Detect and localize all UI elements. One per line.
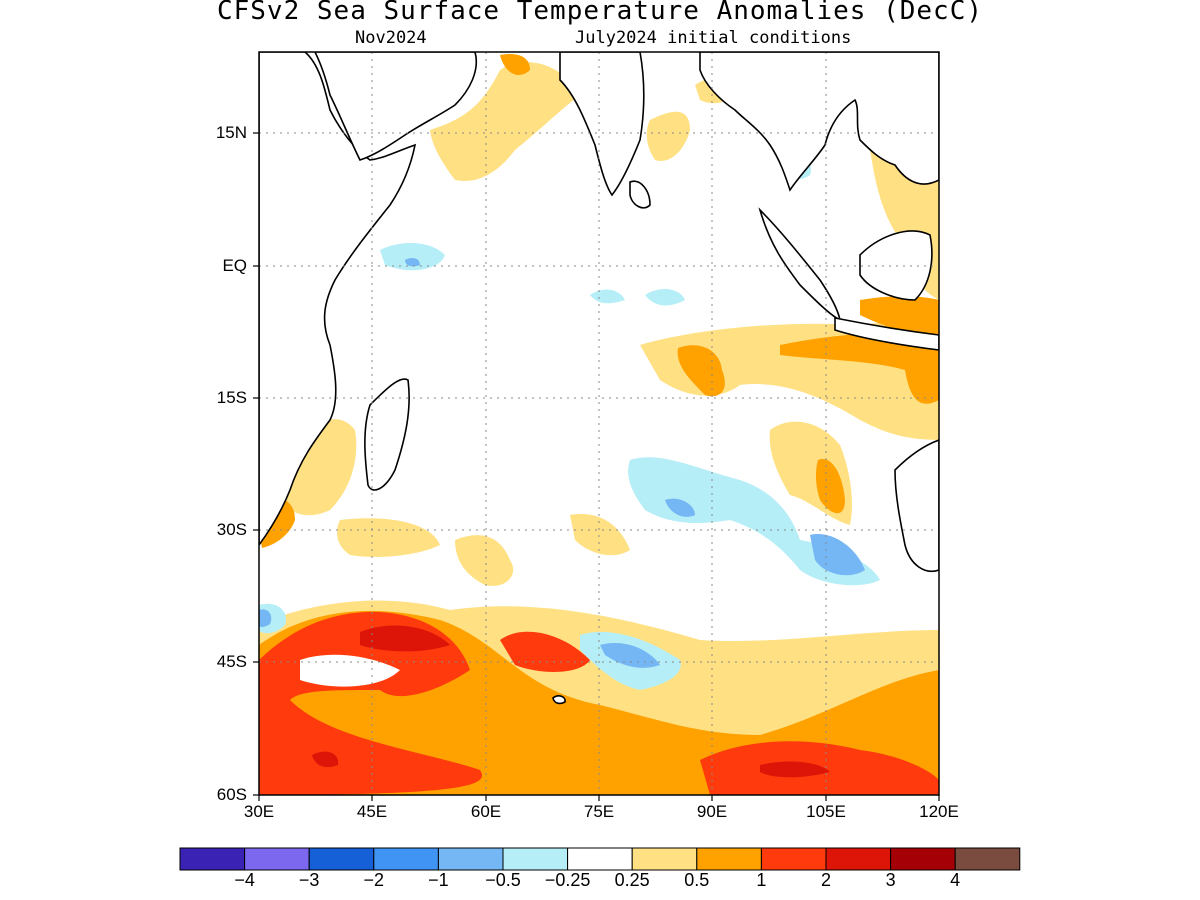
colorbar — [179, 847, 1021, 871]
landmasses — [259, 52, 939, 705]
sri-lanka — [629, 180, 651, 209]
colorbar-tick-label: 3 — [885, 870, 896, 890]
warm-anomaly-0-5 — [430, 62, 580, 181]
lon-label-90e: 90E — [696, 802, 728, 821]
warm-anomaly-0-5 — [646, 111, 690, 161]
lon-label-120e: 120E — [919, 802, 959, 821]
cold-anomaly-0-5 — [405, 257, 420, 267]
cold-anomaly-0-25 — [590, 289, 625, 304]
java — [834, 317, 939, 351]
anomaly-field — [259, 52, 939, 795]
cold-anomaly-0-5 — [259, 609, 272, 627]
colorbar-tick-label: 2 — [820, 870, 831, 890]
arabia — [314, 52, 477, 161]
colorbar-swatch — [631, 847, 698, 871]
warm-anomaly-1 — [677, 345, 725, 397]
cold-anomaly-0-5 — [665, 498, 695, 517]
neutral-pocket — [300, 654, 400, 687]
gridlines — [259, 52, 939, 795]
lat-label-15s: 15S — [216, 388, 247, 407]
colorbar-tick-label: −1 — [428, 870, 449, 890]
colorbar-tick-label: −2 — [363, 870, 385, 890]
lat-label-45s: 45S — [216, 652, 247, 671]
colorbar-tick-label: −4 — [234, 870, 255, 890]
borneo — [859, 230, 933, 301]
map-title: CFSv2 Sea Surface Temperature Anomalies … — [216, 0, 984, 26]
kerguelen — [552, 695, 566, 705]
colorbar-tick-label: 1 — [756, 870, 767, 890]
lon-label-45e: 45E — [356, 802, 388, 821]
warm-anomaly-1 — [860, 296, 939, 340]
colorbar-swatch — [308, 847, 375, 871]
colorbar-swatch — [825, 847, 892, 871]
warm-anomaly-3 — [312, 751, 339, 768]
cold-anomaly-0-25 — [380, 243, 445, 271]
southeast-asia — [699, 52, 939, 192]
colorbar-swatch — [567, 847, 633, 871]
colorbar-swatch — [502, 847, 569, 871]
africa — [259, 52, 417, 547]
colorbar-swatch — [954, 847, 1021, 871]
warm-anomaly-1 — [780, 333, 939, 404]
lon-label-60e: 60E — [470, 802, 502, 821]
colorbar-tick-label: −3 — [298, 870, 320, 890]
lat-label-15n: 15N — [215, 123, 247, 142]
colorbar-swatch — [890, 847, 956, 871]
madagascar — [364, 378, 410, 491]
colorbar-tick-label: 4 — [950, 870, 961, 890]
india — [559, 52, 645, 197]
colorbar-tick-label: −0.5 — [485, 870, 521, 890]
colorbar-swatch — [244, 847, 310, 871]
axis-ticks — [253, 132, 940, 801]
warm-anomaly-0-5 — [455, 535, 514, 586]
lon-label-105e: 105E — [806, 802, 846, 821]
colorbar-tick-label: 0.25 — [614, 870, 650, 890]
lat-label-eq: EQ — [222, 256, 247, 275]
colorbar-swatch — [179, 847, 246, 871]
warm-anomaly-0-5 — [337, 518, 440, 557]
lon-label-75e: 75E — [583, 802, 615, 821]
cold-anomaly-0-25 — [645, 288, 685, 306]
colorbar-tick-label: 0.5 — [684, 870, 710, 890]
colorbar-swatch — [760, 847, 827, 871]
warm-anomaly-0-5 — [570, 514, 630, 556]
lat-label-30s: 30S — [216, 520, 247, 539]
warm-anomaly-3 — [360, 625, 450, 652]
lon-label-30e: 30E — [243, 802, 275, 821]
lat-label-60s: 60S — [216, 785, 247, 804]
colorbar-swatch — [696, 847, 762, 871]
warm-anomaly-3 — [760, 761, 830, 778]
init-conditions-label: July2024 initial conditions — [575, 28, 852, 48]
valid-month-label: Nov2024 — [355, 28, 427, 48]
warm-anomaly-1 — [815, 459, 845, 514]
colorbar-tick-label: −0.25 — [544, 870, 591, 890]
colorbar-swatch — [437, 847, 504, 871]
australia — [894, 439, 939, 572]
colorbar-swatch — [373, 847, 439, 871]
warm-anomaly-1 — [500, 53, 530, 75]
cold-anomaly-0-5 — [810, 534, 865, 576]
